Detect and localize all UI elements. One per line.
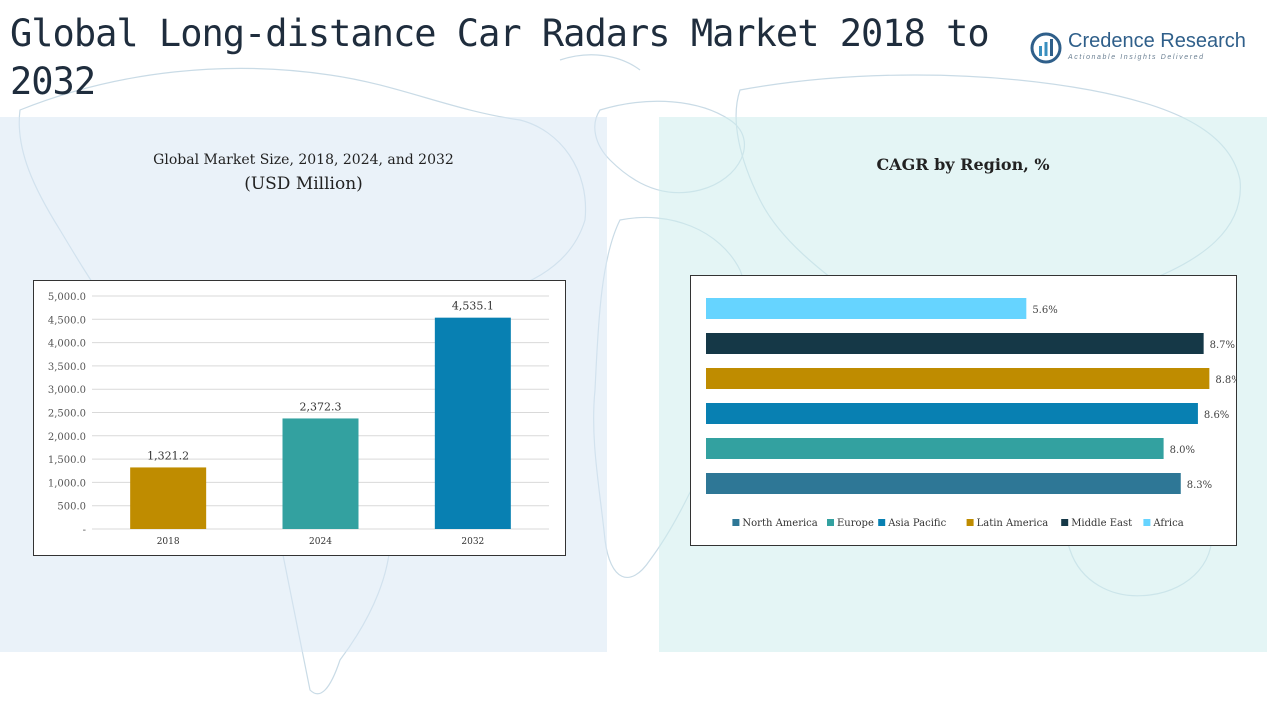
y-tick-label: 4,000.0 [48, 339, 86, 350]
bar-value-label: 8.7% [1210, 340, 1235, 351]
bar-value-label: 8.8% [1215, 375, 1236, 386]
bar-africa [706, 298, 1027, 319]
x-tick-label: 2018 [157, 537, 180, 547]
y-tick-label: 3,000.0 [48, 385, 86, 396]
bar-2024 [282, 418, 359, 529]
bar-2018 [130, 467, 207, 529]
x-tick-label: 2032 [461, 537, 484, 547]
bar-north-america [706, 473, 1181, 494]
bar-value-label: 1,321.2 [147, 449, 189, 462]
bar-value-label: 8.6% [1204, 410, 1229, 421]
bar-value-label: 8.0% [1170, 445, 1195, 456]
market-size-chart: - 500.0 1,000.0 1,500.0 2,000.0 2,500.0 3,000.… [33, 280, 566, 556]
cagr-bar-chart: 5.6% 8.7% 8.8% 8.6% 8.0% 8.3% North America Eur… [706, 298, 1241, 529]
legend-swatch [827, 519, 834, 526]
bar-2032 [434, 317, 511, 529]
bar-value-label: 8.3% [1187, 480, 1212, 491]
cagr-chart: 5.6% 8.7% 8.8% 8.6% 8.0% 8.3% North America Eur… [690, 275, 1241, 546]
y-tick-label: 3,500.0 [48, 362, 86, 373]
market-size-title: Global Market Size, 2018, 2024, and 2032 [153, 152, 454, 168]
market-size-bar-chart: - 500.0 1,000.0 1,500.0 2,000.0 2,500.0 3,000.… [48, 292, 549, 547]
bar-latin-america [706, 368, 1210, 389]
legend-entry: Asia Pacific [887, 518, 946, 529]
legend-swatch [1143, 519, 1151, 526]
x-tick-label: 2024 [309, 537, 332, 547]
brand-name: Credence Research [1068, 30, 1246, 52]
legend-entry: Middle East [1071, 518, 1132, 529]
y-tick-label: 2,000.0 [48, 432, 86, 443]
bar-europe [706, 438, 1164, 459]
legend-swatch [966, 519, 974, 526]
bar-value-label: 2,372.3 [300, 400, 342, 413]
bar-value-label: 5.6% [1032, 305, 1057, 316]
y-tick-label: 1,500.0 [48, 455, 86, 466]
market-size-chart-title: Global Market Size, 2018, 2024, and 2032… [0, 152, 607, 194]
market-size-subtitle: (USD Million) [244, 174, 363, 194]
y-tick-label: - [83, 525, 86, 536]
brand-tagline: Actionable Insights Delivered [1068, 54, 1205, 61]
y-tick-label: 5,000.0 [48, 292, 86, 303]
y-tick-label: 500.0 [57, 502, 86, 513]
legend-entry: Africa [1152, 518, 1183, 529]
legend-entry: Europe [837, 518, 874, 529]
y-tick-label: 4,500.0 [48, 315, 86, 326]
brand-logo: Credence Research Actionable Insights De… [1030, 30, 1250, 70]
y-tick-label: 1,000.0 [48, 478, 86, 489]
legend-swatch [878, 519, 886, 526]
bar-asia-pacific [706, 403, 1198, 424]
brand-logo-icon [1030, 32, 1062, 64]
bar-middle-east [706, 333, 1204, 354]
page-title: Global Long-distance Car Radars Market 2… [10, 12, 990, 103]
legend-entry: Latin America [977, 518, 1049, 529]
legend-entry: North America [742, 518, 817, 529]
legend-swatch [732, 519, 740, 526]
legend-swatch [1061, 519, 1069, 526]
y-tick-label: 2,500.0 [48, 409, 86, 420]
bar-value-label: 4,535.1 [452, 300, 494, 313]
cagr-chart-title: CAGR by Region, % [876, 155, 1050, 174]
